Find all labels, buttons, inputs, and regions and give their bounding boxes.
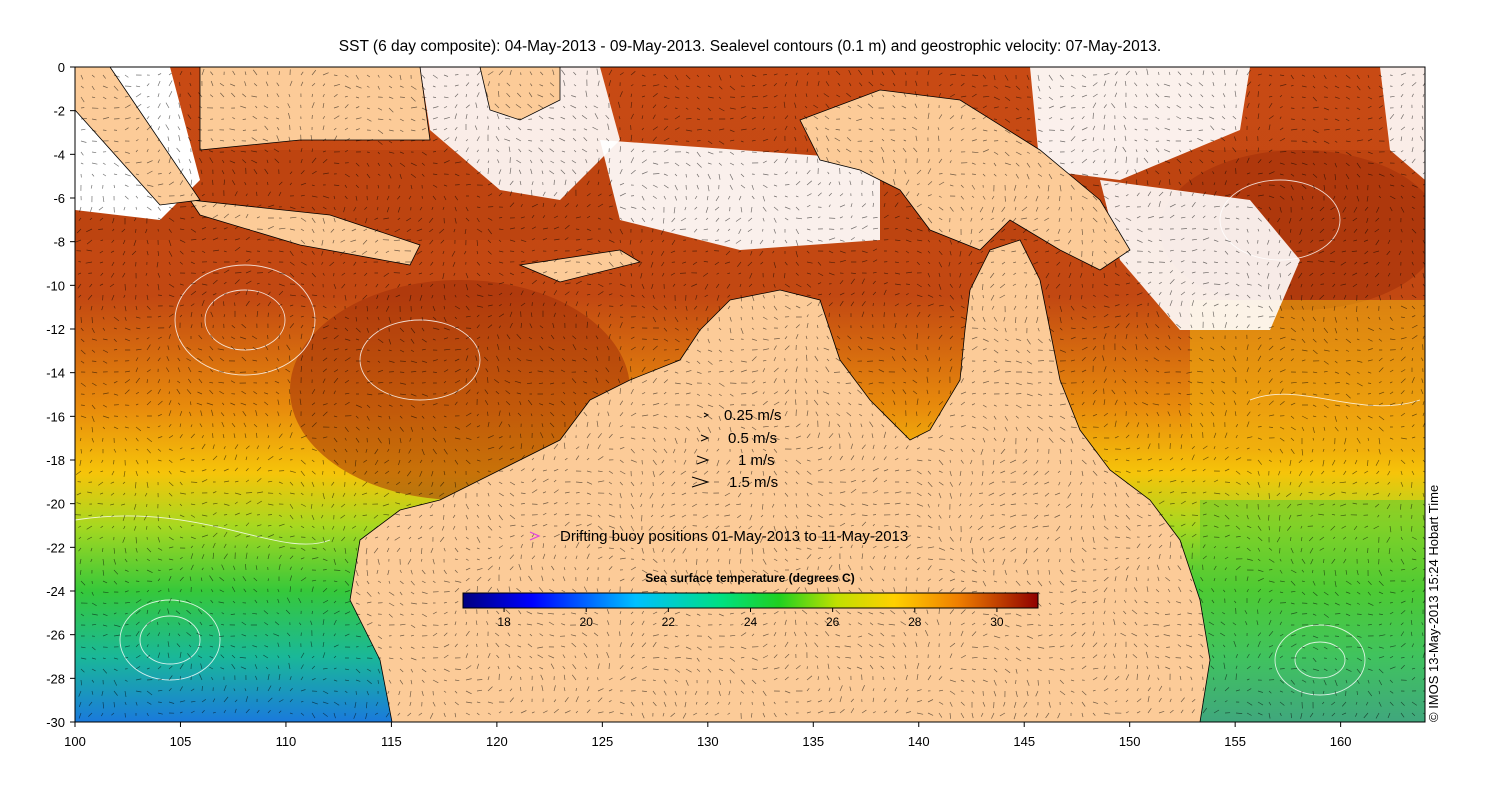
buoy-legend: Drifting buoy positions 01-May-2013 to 1… bbox=[529, 528, 908, 545]
colorbar-ticks: 18 20 22 24 26 28 30 bbox=[497, 608, 1004, 629]
y-tick-label: -10 bbox=[46, 278, 65, 293]
x-tick-label: 125 bbox=[591, 734, 613, 749]
x-tick-label: 100 bbox=[64, 734, 86, 749]
y-tick-label: -14 bbox=[46, 366, 65, 381]
sst-east-green bbox=[1200, 500, 1425, 722]
colorbar-tick-label: 28 bbox=[908, 615, 922, 629]
x-tick-label: 135 bbox=[802, 734, 824, 749]
x-tick-label: 115 bbox=[381, 734, 402, 749]
velocity-legend-label: 0.25 m/s bbox=[724, 407, 782, 424]
y-tick-label: -28 bbox=[46, 671, 65, 686]
y-tick-label: -4 bbox=[53, 147, 65, 162]
y-tick-label: -22 bbox=[46, 540, 65, 555]
credit-text: © IMOS 13-May-2013 15:24 Hobart Time bbox=[1426, 484, 1441, 722]
colorbar-tick-label: 22 bbox=[662, 615, 676, 629]
x-tick-label: 145 bbox=[1013, 734, 1035, 749]
y-tick-label: -20 bbox=[46, 497, 65, 512]
y-tick-label: -18 bbox=[46, 453, 65, 468]
y-tick-label: 0 bbox=[58, 60, 65, 75]
x-tick-label: 110 bbox=[276, 734, 297, 749]
land-sulawesi bbox=[479, 67, 561, 121]
colorbar-tick-label: 24 bbox=[744, 615, 758, 629]
velocity-legend-arrow bbox=[691, 412, 710, 488]
x-tick-label: 140 bbox=[908, 734, 930, 749]
velocity-legend-label: 0.5 m/s bbox=[728, 430, 777, 447]
colorbar-tick-label: 30 bbox=[990, 615, 1004, 629]
velocity-legend-label: 1 m/s bbox=[738, 452, 775, 469]
y-axis: 0 -2 -4 -6 -8 -10 -12 -14 -16 -18 -20 -22 -24 -26 -28 -… bbox=[46, 60, 75, 730]
land-borneo-java bbox=[199, 67, 431, 151]
y-tick-label: -8 bbox=[53, 235, 65, 250]
colorbar-tick-label: 18 bbox=[497, 615, 511, 629]
colorbar-tick-label: 20 bbox=[580, 615, 594, 629]
land-timor bbox=[518, 249, 642, 283]
x-tick-label: 155 bbox=[1224, 734, 1246, 749]
colorbar-scale bbox=[462, 592, 1039, 609]
sealevel-contours bbox=[75, 179, 1421, 696]
page-title: SST (6 day composite): 04-May-2013 - 09-… bbox=[338, 38, 1162, 55]
buoy-legend-label: Drifting buoy positions 01-May-2013 to 1… bbox=[560, 528, 908, 545]
velocity-legend: 0.25 m/s 0.5 m/s 1 m/s 1.5 m/s bbox=[691, 407, 782, 491]
land-sumatra-tip bbox=[75, 67, 201, 206]
land-java bbox=[189, 199, 421, 266]
colorbar-tick-label: 26 bbox=[826, 615, 840, 629]
velocity-arrows bbox=[75, 68, 1425, 720]
x-axis: 100 105 110 115 120 125 130 135 140 145 150 155 160 bbox=[64, 722, 1351, 749]
land-new-guinea bbox=[799, 89, 1131, 271]
cloud-mask bbox=[75, 67, 1425, 330]
x-tick-label: 105 bbox=[170, 734, 192, 749]
plot-frame bbox=[74, 66, 1426, 723]
y-tick-label: -24 bbox=[46, 584, 65, 599]
y-tick-label: -30 bbox=[46, 715, 65, 730]
y-tick-label: -16 bbox=[46, 409, 65, 424]
velocity-arrow-field bbox=[75, 68, 1425, 720]
x-tick-label: 160 bbox=[1330, 734, 1352, 749]
y-tick-label: -12 bbox=[46, 322, 65, 337]
velocity-legend-label: 1.5 m/s bbox=[729, 474, 778, 491]
colorbar: Sea surface temperature (degrees C) 18 20… bbox=[462, 571, 1039, 629]
colorbar-title: Sea surface temperature (degrees C) bbox=[645, 571, 854, 585]
x-tick-label: 120 bbox=[486, 734, 508, 749]
buoy-marker-icon bbox=[529, 531, 541, 541]
x-tick-label: 150 bbox=[1119, 734, 1141, 749]
y-tick-label: -6 bbox=[53, 191, 65, 206]
x-tick-label: 130 bbox=[697, 734, 719, 749]
y-tick-label: -2 bbox=[53, 104, 65, 119]
y-tick-label: -26 bbox=[46, 628, 65, 643]
